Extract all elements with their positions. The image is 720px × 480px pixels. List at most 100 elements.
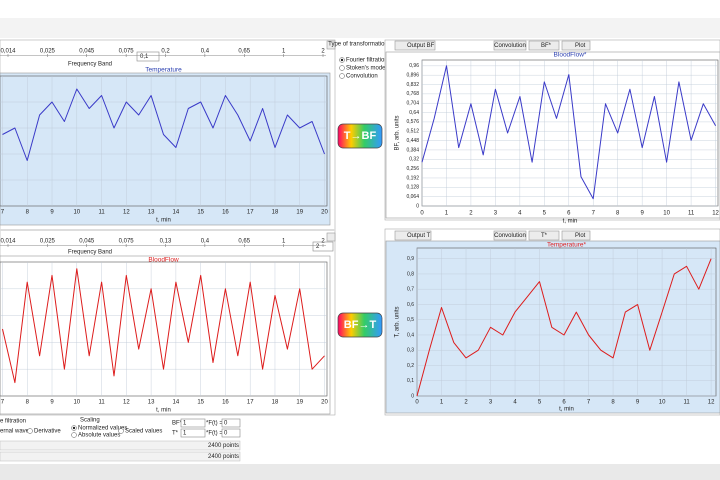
backward-button[interactable]: [337, 312, 383, 338]
toolbar-button[interactable]: [561, 40, 591, 51]
y-tick-label: 0,512: [406, 129, 419, 135]
toolbar-button[interactable]: [394, 40, 436, 51]
ruler-label: 1: [282, 49, 286, 55]
x-tick-label: 7: [592, 211, 596, 217]
x-tick-label: 13: [148, 400, 155, 406]
control-label: Derivative: [34, 429, 61, 435]
x-tick-label: 9: [50, 210, 54, 216]
input-value: 1: [183, 431, 187, 437]
ruler-label: 2: [321, 239, 325, 245]
backward-button-label: BF→T: [344, 319, 377, 331]
control-label: *F(t) =: [206, 431, 223, 437]
points-count: 2400 points: [208, 443, 239, 449]
nav-button[interactable]: [326, 232, 336, 242]
x-tick-label: 8: [611, 400, 615, 406]
radio-label: Convolution: [346, 74, 378, 80]
status-bar: [0, 440, 241, 451]
ruler-label: 0,4: [201, 239, 210, 245]
x-tick-label: 10: [73, 210, 80, 216]
x-tick-label: 0: [415, 400, 419, 406]
ruler-label: 0,025: [40, 49, 56, 55]
y-tick-label: 0,896: [406, 73, 419, 79]
y-tick-label: 0,9: [407, 256, 414, 262]
data-line: [416, 258, 712, 397]
x-tick-label: 16: [222, 400, 229, 406]
ruler-label: 0,2: [161, 49, 170, 55]
ruler-label: 0,4: [201, 49, 210, 55]
x-tick-label: 14: [173, 210, 180, 216]
x-tick-label: 11: [98, 400, 105, 406]
y-tick-label: 0,256: [406, 166, 419, 172]
input-value: 1: [183, 421, 187, 427]
x-tick-label: 13: [148, 210, 155, 216]
radio[interactable]: [27, 428, 33, 434]
band-input-value: 0,1: [140, 54, 149, 60]
x-tick-label: 5: [538, 400, 542, 406]
radio[interactable]: [118, 428, 124, 434]
input[interactable]: [221, 428, 241, 438]
forward-button[interactable]: [337, 123, 383, 149]
x-tick-label: 11: [683, 400, 690, 406]
x-tick-label: 19: [296, 400, 303, 406]
x-axis-label: t, min: [156, 408, 171, 414]
x-tick-label: 19: [296, 210, 303, 216]
toolbar-button[interactable]: [528, 40, 560, 51]
y-tick-label: 0,2: [407, 363, 414, 369]
input-value: 0: [224, 421, 228, 427]
x-tick-label: 17: [247, 400, 254, 406]
x-tick-label: 8: [26, 400, 30, 406]
y-tick-label: 0,32: [409, 157, 419, 163]
radio[interactable]: [339, 73, 345, 79]
toolbar-button[interactable]: [493, 230, 527, 241]
x-tick-label: 4: [513, 400, 517, 406]
control-label: T*: [172, 431, 179, 437]
radio[interactable]: [71, 432, 77, 438]
x-tick-label: 3: [489, 400, 493, 406]
x-tick-label: 10: [73, 400, 80, 406]
top-strip: [0, 18, 720, 38]
y-tick-label: 0,5: [407, 317, 414, 323]
radio-group: Fourier filtration Stoken's model Convol…: [339, 57, 388, 80]
x-tick-label: 10: [659, 400, 666, 406]
input[interactable]: [221, 418, 241, 428]
control-label: *F(t) =: [206, 421, 223, 427]
plot-area: [0, 261, 328, 397]
x-tick-label: 20: [321, 400, 328, 406]
y-tick-label: 0,192: [406, 175, 419, 181]
x-tick-label: 5: [543, 211, 547, 217]
y-axis-label: BF, arb. units: [395, 115, 401, 150]
band-input[interactable]: [136, 51, 160, 62]
points-count: 2400 points: [208, 454, 239, 460]
control-label: Normalized values: [78, 426, 127, 432]
x-tick-label: 1: [440, 400, 444, 406]
nav-button[interactable]: [326, 40, 336, 50]
toolbar-button[interactable]: [493, 40, 527, 51]
x-tick-label: 6: [562, 400, 566, 406]
data-line: [2, 88, 325, 161]
plot-area: [416, 247, 717, 397]
toolbar-button[interactable]: [394, 230, 432, 241]
radio[interactable]: [339, 65, 345, 71]
y-tick-label: 0,3: [407, 348, 414, 354]
y-tick-label: 0,6: [407, 302, 414, 308]
toolbar-button[interactable]: [528, 230, 560, 241]
toolbar-button[interactable]: [561, 230, 591, 241]
transform-heading: Type of transformation: [328, 42, 388, 48]
ruler-label: 0,13: [160, 239, 172, 245]
taskbar: [0, 464, 720, 480]
y-tick-label: 0: [411, 393, 414, 399]
control-label: Scaling: [80, 418, 100, 424]
y-axis-label: T, arb. units: [395, 306, 401, 337]
data-line: [2, 268, 325, 384]
toolbar-label: T*: [541, 233, 548, 239]
radio-dot: [72, 426, 76, 430]
input[interactable]: [180, 418, 206, 428]
x-axis-label: t, min: [559, 407, 574, 413]
ruler-label: 0,014: [0, 239, 16, 245]
ruler-label: 0,025: [40, 239, 56, 245]
input[interactable]: [180, 428, 206, 438]
chart-title: BloodFlow: [148, 257, 179, 264]
y-tick-label: 0,704: [406, 101, 419, 107]
x-tick-label: 7: [1, 400, 5, 406]
